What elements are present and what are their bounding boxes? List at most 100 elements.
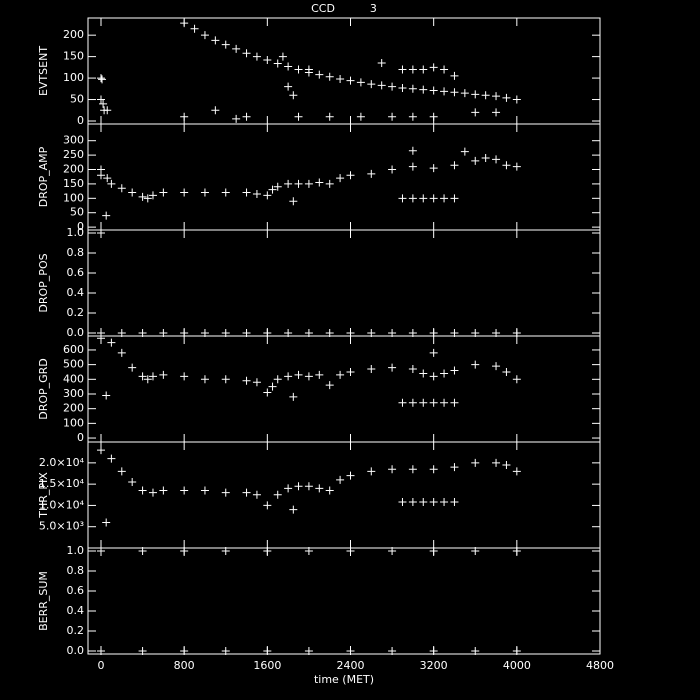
data-point <box>377 59 386 68</box>
data-point <box>502 460 511 469</box>
data-point <box>221 375 230 384</box>
data-point <box>419 194 428 203</box>
data-point <box>284 82 293 91</box>
data-point <box>304 179 313 188</box>
y-tick-label: 5.0×10³ <box>39 520 84 533</box>
data-point <box>159 188 168 197</box>
data-point <box>242 49 251 58</box>
data-point <box>294 370 303 379</box>
data-point <box>408 84 417 93</box>
data-point <box>492 362 501 371</box>
data-point <box>471 108 480 117</box>
data-point <box>408 398 417 407</box>
data-point <box>419 369 428 378</box>
data-point <box>356 78 365 87</box>
data-point <box>304 547 313 555</box>
data-point <box>252 490 261 499</box>
y-tick-label: 150 <box>63 50 84 63</box>
data-point <box>388 465 397 474</box>
data-point <box>388 165 397 174</box>
y-tick-label: 100 <box>63 416 84 429</box>
data-point <box>263 56 272 65</box>
data-point <box>148 372 157 381</box>
data-point <box>96 165 105 174</box>
y-tick-label: 0.4 <box>67 286 85 299</box>
y-tick-label: 1.0 <box>67 226 85 239</box>
y-tick-label: 0.8 <box>67 246 85 259</box>
data-point <box>346 76 355 85</box>
panel-frame <box>87 17 601 125</box>
data-point <box>159 486 168 495</box>
data-point <box>200 188 209 197</box>
data-point <box>356 112 365 121</box>
data-point <box>346 171 355 180</box>
data-point <box>471 458 480 467</box>
data-point <box>440 498 449 507</box>
data-point <box>103 106 112 115</box>
data-point <box>221 188 230 197</box>
panel-frame <box>87 229 601 337</box>
data-point <box>273 182 282 191</box>
y-tick-label: 250 <box>63 148 84 161</box>
data-point <box>180 112 189 121</box>
y-axis-label: DROP_POS <box>37 253 50 312</box>
data-point <box>200 486 209 495</box>
x-tick-label: 4800 <box>586 659 614 672</box>
data-point <box>221 647 230 655</box>
y-tick-label: 0 <box>77 220 84 233</box>
y-tick-label: 0.0 <box>67 326 85 339</box>
y-tick-label: 0.2 <box>67 624 85 637</box>
data-point <box>315 178 324 187</box>
chart-title: CCD 3 <box>311 2 377 15</box>
data-point <box>429 164 438 173</box>
data-point <box>398 194 407 203</box>
data-point <box>336 174 345 183</box>
data-point <box>128 188 137 197</box>
data-point <box>96 74 105 83</box>
data-point <box>242 488 251 497</box>
data-point <box>481 153 490 162</box>
data-point <box>429 647 438 655</box>
data-point <box>304 482 313 491</box>
data-point <box>242 376 251 385</box>
data-point <box>138 372 147 381</box>
data-point <box>96 95 105 104</box>
data-point <box>221 40 230 49</box>
y-tick-label: 0.2 <box>67 306 85 319</box>
data-point <box>512 647 521 655</box>
data-point <box>450 161 459 170</box>
y-tick-label: 50 <box>70 93 84 106</box>
x-tick-label: 800 <box>174 659 195 672</box>
data-point <box>377 81 386 90</box>
data-point <box>148 488 157 497</box>
data-point <box>429 547 438 555</box>
panel-frame <box>87 123 601 231</box>
data-point <box>440 65 449 74</box>
data-point <box>252 378 261 387</box>
data-point <box>440 398 449 407</box>
data-point <box>263 647 272 655</box>
data-point <box>242 112 251 121</box>
y-axis-label: THR_PIX <box>37 472 50 519</box>
data-point <box>242 188 251 197</box>
data-point <box>180 372 189 381</box>
data-point <box>481 91 490 100</box>
y-tick-label: 0.6 <box>67 266 85 279</box>
data-point <box>512 95 521 104</box>
data-point <box>263 388 272 397</box>
y-tick-label: 0.4 <box>67 604 85 617</box>
data-point <box>502 93 511 102</box>
data-point <box>102 211 111 220</box>
data-point <box>388 363 397 372</box>
x-axis-label: time (MET) <box>314 673 374 686</box>
data-point <box>180 19 189 28</box>
data-point <box>336 475 345 484</box>
data-point <box>294 65 303 74</box>
y-tick-label: 300 <box>63 134 84 147</box>
data-point <box>102 518 111 527</box>
data-point <box>278 52 287 61</box>
data-point <box>96 547 105 555</box>
data-point <box>138 547 147 555</box>
data-point <box>429 498 438 507</box>
